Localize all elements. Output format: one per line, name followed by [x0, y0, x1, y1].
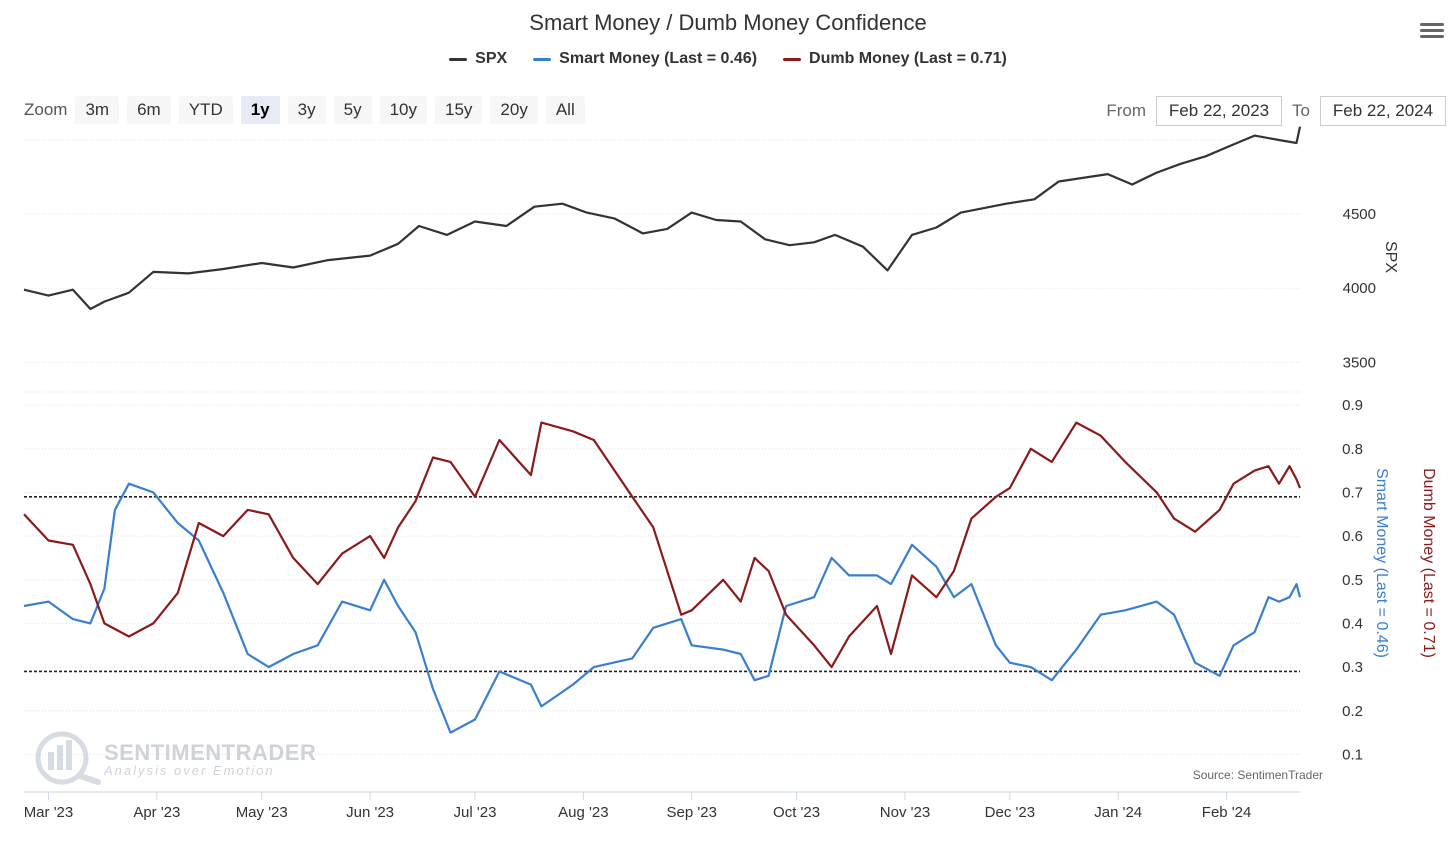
dumb-money-axis-title: Dumb Money (Last = 0.71) — [1420, 468, 1437, 658]
zoom-button-6m[interactable]: 6m — [127, 96, 171, 124]
legend-swatch-smart-money — [533, 57, 552, 61]
zoom-button-ytd[interactable]: YTD — [178, 96, 233, 124]
zoom-button-3m[interactable]: 3m — [75, 96, 120, 124]
y-axis-ticks: 3500 4000 4500 0.1 0.2 0.3 0.4 0.5 0.6 0.7 0.8 0.9 — [1342, 206, 1376, 763]
date-range-selector: From To — [1106, 96, 1446, 126]
legend-label-spx: SPX — [475, 50, 508, 67]
series-lines — [23, 126, 1302, 734]
spx-tick-label: 4500 — [1343, 206, 1376, 223]
spx-axis-title: SPX — [1382, 241, 1399, 273]
spx-tick-label: 3500 — [1343, 354, 1376, 371]
confidence-tick-label: 0.1 — [1342, 746, 1363, 763]
hamburger-menu-icon[interactable] — [1420, 20, 1444, 42]
x-tick-label: Feb '24 — [1202, 804, 1252, 821]
zoom-button-1y[interactable]: 1y — [240, 96, 280, 124]
watermark-name: SENTIMENTRADER — [104, 740, 316, 765]
confidence-tick-label: 0.4 — [1342, 615, 1363, 632]
zoom-button-15y[interactable]: 15y — [435, 96, 483, 124]
x-tick-label: Jul '23 — [454, 804, 497, 821]
x-tick-label: Jan '24 — [1094, 804, 1142, 821]
legend: SPX Smart Money (Last = 0.46) Dumb Money… — [0, 50, 1456, 68]
legend-item-smart-money[interactable]: Smart Money (Last = 0.46) — [533, 50, 757, 68]
x-tick-label: Apr '23 — [133, 804, 180, 821]
confidence-tick-label: 0.6 — [1342, 528, 1363, 545]
x-tick-label: May '23 — [236, 804, 288, 821]
zoom-controls: Zoom 3m 6m YTD 1y 3y 5y 10y 15y 20y All — [24, 96, 585, 124]
source-credit: Source: SentimenTrader — [1193, 768, 1323, 782]
legend-label-smart-money: Smart Money (Last = 0.46) — [559, 50, 758, 67]
spx-tick-label: 4000 — [1343, 280, 1376, 297]
zoom-button-10y[interactable]: 10y — [379, 96, 427, 124]
to-date-input[interactable] — [1320, 96, 1446, 126]
series-line-dumb-money[interactable] — [23, 421, 1302, 669]
confidence-tick-label: 0.5 — [1342, 572, 1363, 589]
x-tick-label: Sep '23 — [667, 804, 717, 821]
confidence-tick-label: 0.7 — [1342, 484, 1363, 501]
legend-label-dumb-money: Dumb Money (Last = 0.71) — [809, 50, 1007, 67]
series-line-spx[interactable] — [23, 126, 1302, 311]
confidence-tick-label: 0.3 — [1342, 659, 1363, 676]
x-tick-label: Mar '23 — [24, 804, 74, 821]
confidence-tick-label: 0.2 — [1342, 703, 1363, 720]
x-tick-label: Aug '23 — [558, 804, 608, 821]
legend-swatch-dumb-money — [783, 57, 802, 61]
from-label: From — [1106, 101, 1147, 120]
zoom-button-20y[interactable]: 20y — [490, 96, 538, 124]
legend-item-dumb-money[interactable]: Dumb Money (Last = 0.71) — [783, 50, 1007, 68]
x-axis-ticks: Mar '23 Apr '23 May '23 Jun '23 Jul '23 Aug '… — [24, 792, 1252, 821]
zoom-label: Zoom — [24, 100, 68, 119]
gridlines — [24, 139, 1300, 755]
smart-money-axis-title: Smart Money (Last = 0.46) — [1373, 468, 1390, 658]
to-label: To — [1292, 101, 1310, 120]
from-date-input[interactable] — [1156, 96, 1283, 126]
chart-title: Smart Money / Dumb Money Confidence — [529, 10, 927, 35]
watermark-tagline: Analysis over Emotion — [103, 763, 275, 778]
confidence-tick-label: 0.9 — [1342, 397, 1363, 414]
zoom-button-all[interactable]: All — [545, 96, 585, 124]
zoom-button-3y[interactable]: 3y — [287, 96, 326, 124]
confidence-tick-label: 0.8 — [1342, 441, 1363, 458]
legend-swatch-spx — [449, 57, 468, 61]
x-tick-label: Jun '23 — [346, 804, 394, 821]
zoom-button-5y[interactable]: 5y — [333, 96, 372, 124]
x-tick-label: Dec '23 — [985, 804, 1035, 821]
reference-lines — [24, 495, 1300, 673]
legend-item-spx[interactable]: SPX — [449, 50, 507, 68]
x-tick-label: Nov '23 — [880, 804, 930, 821]
watermark-logo: SENTIMENTRADER Analysis over Emotion — [35, 731, 316, 785]
x-tick-label: Oct '23 — [773, 804, 820, 821]
series-line-smart-money[interactable] — [23, 482, 1302, 734]
